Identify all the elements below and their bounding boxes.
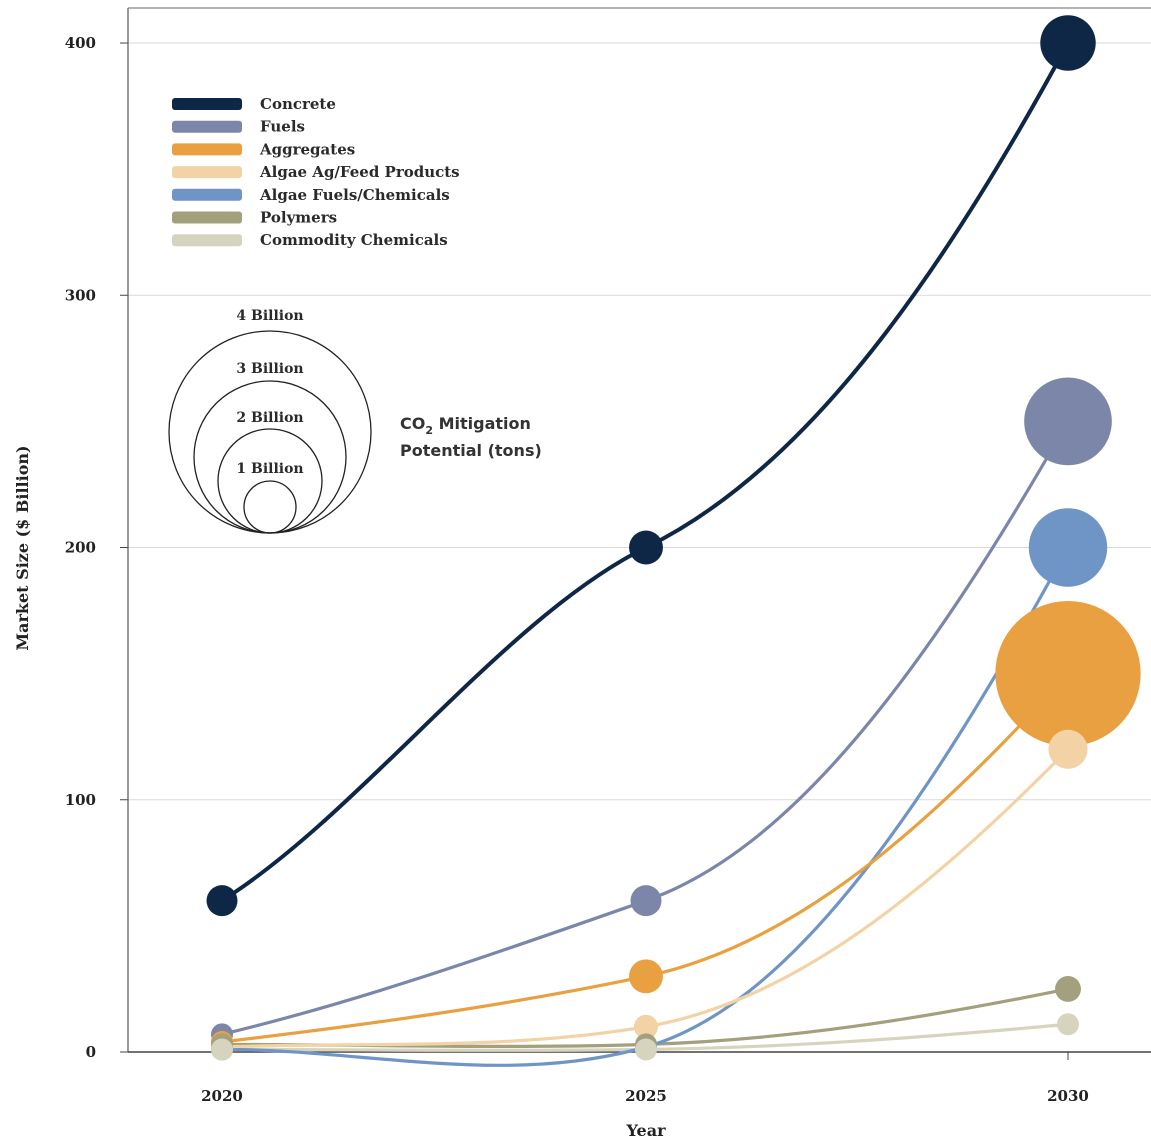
y-tick-label: 300: [65, 286, 96, 304]
series-bubbles: [206, 15, 1141, 1061]
bubble-polymers-2030: [1055, 975, 1081, 1002]
bubble-fuels-2025: [630, 885, 662, 917]
size-legend-label: 2 Billion: [236, 410, 303, 426]
legend-swatch: [172, 120, 242, 133]
x-axis-title: Year: [625, 1121, 666, 1139]
bubble-concrete-2020: [206, 885, 238, 917]
bubble-commodity-chemicals-2030: [1057, 1013, 1079, 1036]
y-tick-label: 100: [65, 791, 96, 809]
legend-label: Aggregates: [259, 140, 355, 158]
size-legend-title: CO2 Mitigation: [400, 414, 531, 437]
x-tick-label: 2025: [625, 1087, 667, 1105]
x-tick-label: 2020: [201, 1087, 243, 1105]
bubble-aggregates-2025: [629, 959, 663, 994]
legend-label: Fuels: [260, 118, 305, 136]
bubble-fuels-2030: [1024, 377, 1112, 466]
bubble-concrete-2030: [1040, 15, 1096, 71]
series-line-fuels: [220, 419, 1070, 1036]
bubble-algae-ag-feed-products-2030: [1048, 729, 1088, 769]
y-tick-label: 200: [65, 539, 96, 557]
size-legend-subtitle: Potential (tons): [400, 441, 542, 460]
size-legend-label: 4 Billion: [236, 308, 303, 324]
series-line-algae-fuels-chemicals: [220, 545, 1070, 1067]
legend-swatch: [172, 234, 242, 247]
y-tick-label: 400: [65, 34, 96, 52]
tick-labels: 0 100 200 300 400 2020 2025 2030: [65, 34, 1089, 1105]
size-legend-circle: [193, 380, 347, 534]
legend-label: Commodity Chemicals: [260, 231, 448, 249]
x-tick-label: 2030: [1047, 1087, 1089, 1105]
legend-swatch: [172, 143, 242, 156]
legend: Concrete Fuels Aggregates Algae Ag/Feed Pro…: [172, 95, 460, 249]
legend-label: Algae Fuels/Chemicals: [259, 186, 450, 204]
legend-swatch: [172, 211, 242, 224]
bubble-concrete-2025: [629, 530, 663, 565]
size-legend: CO2 Mitigation Potential (tons) 4 Billio…: [168, 308, 542, 534]
legend-label: Polymers: [260, 209, 337, 227]
legend-label: Algae Ag/Feed Products: [259, 163, 460, 181]
gridlines: [128, 42, 1151, 801]
size-legend-circle: [243, 480, 297, 534]
bubble-aggregates-2030: [995, 600, 1141, 747]
legend-swatch: [172, 166, 242, 179]
legend-swatch: [172, 98, 242, 110]
size-legend-label: 3 Billion: [236, 361, 303, 377]
y-tick-label: 0: [86, 1043, 96, 1061]
bubble-commodity-chemicals-2025: [635, 1038, 657, 1061]
y-axis-title: Market Size ($ Billion): [13, 445, 32, 650]
bubble-algae-fuels-chemicals-2030: [1028, 508, 1108, 587]
legend-label: Concrete: [260, 95, 336, 113]
size-legend-label: 1 Billion: [236, 461, 303, 477]
legend-swatch: [172, 188, 242, 201]
bubble-algae-ag-feed-products-2025: [633, 1014, 659, 1039]
bubble-commodity-chemicals-2020: [211, 1038, 233, 1061]
